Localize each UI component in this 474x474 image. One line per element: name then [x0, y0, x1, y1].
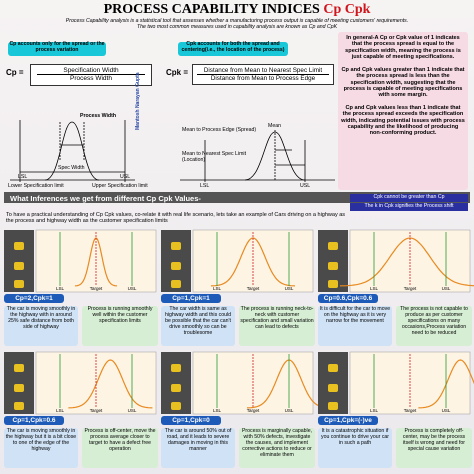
chart-label: LSL: [56, 286, 65, 291]
section-text: To have a practical understanding of Cp …: [6, 212, 346, 225]
scenario-label: Cp=2,Cpk=1: [4, 294, 64, 304]
summary-text: Cp and Cpk values greater than 1 indicat…: [341, 66, 465, 99]
chart-label: Target: [404, 286, 417, 291]
car: [171, 384, 181, 392]
scenario-label: Cp=1,Cpk=0.6: [4, 416, 64, 426]
diagram-label: USL: [300, 183, 311, 189]
diagram-label: Lower Specification limit: [8, 183, 64, 189]
diagram-label: Process Width: [80, 113, 116, 119]
cp-note: Cp accounts only for the spread or the p…: [8, 41, 106, 56]
process-text: Process is running smoothly well within …: [82, 306, 158, 346]
note: Cpk cannot be greater than Cp: [350, 194, 468, 202]
chart-label: LSL: [213, 408, 222, 413]
cpk-note: Cpk accounts for both the spread and cen…: [178, 41, 288, 56]
car-text: The car is around 50% out of road, and i…: [161, 428, 235, 468]
chart-label: USL: [285, 286, 294, 291]
car: [171, 402, 181, 410]
note: The k in Cpk signifies the Process shift: [350, 203, 468, 211]
car: [171, 242, 181, 250]
denominator: Process Width: [70, 75, 112, 83]
process-text: Process is marginally capable, with 50% …: [239, 428, 315, 468]
title: PROCESS CAPABILITY INDICES: [103, 2, 320, 17]
chart-label: USL: [285, 408, 294, 413]
numerator: Distance from Mean to Nearest Spec Limit: [197, 67, 329, 76]
chart-label: LSL: [56, 408, 65, 413]
cp-lhs: Cp =: [6, 68, 24, 77]
scenario-label: Cp=1,Cpk=1: [161, 294, 221, 304]
diagram-label: Mean: [268, 123, 281, 129]
summary-text: Cp and Cpk values less than 1 indicate t…: [341, 104, 465, 137]
section-banner: [4, 192, 470, 203]
intro: The two most common measures used in cap…: [136, 24, 338, 30]
car: [14, 280, 24, 288]
scenario-label: Cp=0.6,Cpk=0.6: [318, 294, 378, 304]
curve: [418, 359, 474, 409]
chart-label: USL: [128, 408, 137, 413]
section-heading: What Inferences we get from different Cp…: [10, 194, 201, 203]
diagram-label: Spec Width: [58, 165, 85, 171]
summary-box: In general-A Cp or Cpk value of 1 indica…: [338, 32, 468, 190]
chart-label: Target: [247, 286, 260, 291]
car: [171, 280, 181, 288]
title-line: PROCESS CAPABILITY INDICES Cp Cpk: [0, 2, 474, 18]
car: [328, 402, 338, 410]
chart-label: Target: [404, 408, 417, 413]
car-text: It is difficult for the car to move on t…: [318, 306, 392, 346]
car-text: The car is moving smoothly in the highwa…: [4, 306, 78, 346]
chart-label: LSL: [213, 286, 222, 291]
car: [171, 364, 181, 372]
diagram-label: LSL: [200, 183, 210, 189]
car-text: It is a catastrophic situation if you co…: [318, 428, 392, 468]
chart-label: Target: [90, 286, 103, 291]
cpk-formula: Distance from Mean to Nearest Spec Limit…: [192, 64, 334, 86]
scenario-label: Cp=1,Cpk=(-)ve: [318, 416, 378, 426]
denominator: Distance from Mean to Process Edge: [210, 75, 316, 83]
car-text: The car is moving smoothly in the highwa…: [4, 428, 78, 468]
diagram-label: LSL: [18, 174, 28, 180]
curve: [68, 359, 153, 409]
car: [14, 384, 24, 392]
summary-text: In general-A Cp or Cpk value of 1 indica…: [345, 35, 461, 61]
process-text: Process is completely off-center, may be…: [396, 428, 472, 468]
process-text: The process is running neck-to-neck with…: [239, 306, 315, 346]
chart-label: LSL: [370, 408, 379, 413]
car: [14, 262, 24, 270]
cpk-diagram: [180, 130, 335, 182]
car: [14, 402, 24, 410]
chart-label: Target: [90, 408, 103, 413]
cp-formula: Specification Width Process Width: [30, 64, 152, 86]
process-text: Process is off-center, move the process …: [82, 428, 158, 468]
chart-label: USL: [442, 286, 451, 291]
car: [328, 384, 338, 392]
intro: Process Capability analysis is a statist…: [65, 18, 409, 24]
title-highlight: Cp Cpk: [323, 2, 371, 17]
chart-label: Target: [247, 408, 260, 413]
car: [14, 364, 24, 372]
car: [328, 364, 338, 372]
car: [328, 280, 338, 288]
chart-label: USL: [442, 408, 451, 413]
diagram-label: Upper Specification limit: [92, 183, 148, 189]
car: [328, 262, 338, 270]
numerator: Specification Width: [37, 67, 145, 76]
cpk-lhs: Cpk =: [166, 68, 189, 77]
scenario-label: Cp=1,Cpk=0: [161, 416, 221, 426]
car: [328, 242, 338, 250]
process-text: The process is not capable to produce as…: [396, 306, 472, 346]
chart-label: USL: [128, 286, 137, 291]
diagram-label: Mean to Nearest Spec Limit (Location): [182, 151, 247, 163]
chart-label: LSL: [370, 286, 379, 291]
car: [171, 262, 181, 270]
car-text: The car width is same as highway width a…: [161, 306, 235, 346]
car: [14, 242, 24, 250]
diagram-label: Mean to Process Edge (Spread): [182, 127, 257, 133]
diagram-label: USL: [120, 174, 131, 180]
cp-diagram: [10, 120, 135, 182]
